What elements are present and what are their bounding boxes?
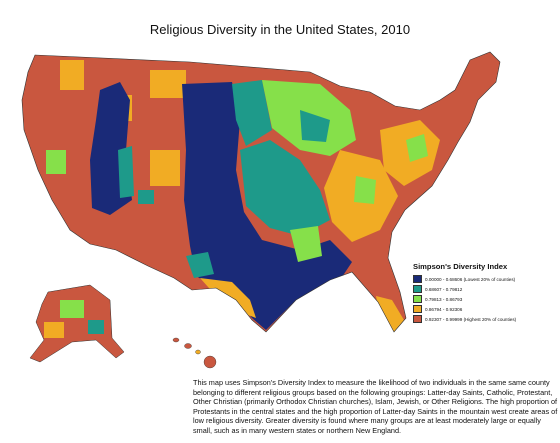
alaska <box>30 285 124 362</box>
map-caption: This map uses Simpson's Diversity Index … <box>193 378 558 435</box>
legend-item: 0.68607 - 0.79812 <box>413 284 560 294</box>
legend-label: 0.00000 - 0.68606 (Lowest 20% of countie… <box>425 276 516 282</box>
legend-label: 0.68607 - 0.79812 <box>425 286 463 292</box>
legend-item: 0.00000 - 0.68606 (Lowest 20% of countie… <box>413 274 560 284</box>
us-county-map <box>21 51 501 369</box>
legend-swatch <box>413 275 422 283</box>
legend-label: 0.86794 - 0.92306 <box>425 306 463 312</box>
legend-item: 0.92307 - 0.99999 (Highest 20% of counti… <box>413 314 560 324</box>
map-legend: Simpson's Diversity Index 0.00000 - 0.68… <box>413 262 560 324</box>
legend-swatch <box>413 305 422 313</box>
map-title: Religious Diversity in the United States… <box>149 22 411 37</box>
hawaii <box>172 337 217 369</box>
legend-label: 0.92307 - 0.99999 (Highest 20% of counti… <box>425 316 517 322</box>
legend-swatch <box>413 295 422 303</box>
legend-label: 0.79813 - 0.86793 <box>425 296 463 302</box>
legend-item: 0.86794 - 0.92306 <box>413 304 560 314</box>
legend-item: 0.79813 - 0.86793 <box>413 294 560 304</box>
legend-title: Simpson's Diversity Index <box>413 262 508 271</box>
legend-swatch <box>413 285 422 293</box>
legend-swatch <box>413 315 422 323</box>
us-outline <box>21 51 501 333</box>
